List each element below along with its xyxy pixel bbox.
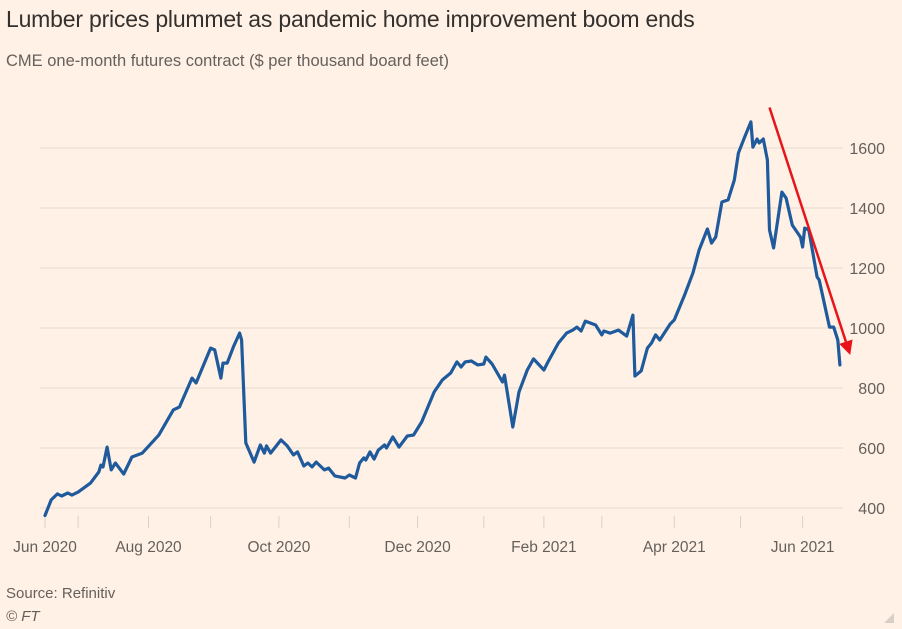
y-tick-label: 1000 xyxy=(849,321,885,338)
x-tick-label: Apr 2021 xyxy=(643,539,706,556)
y-tick-label: 600 xyxy=(858,441,885,458)
y-tick-label: 400 xyxy=(858,501,885,518)
x-tick-label: Feb 2021 xyxy=(511,539,577,556)
y-tick-label: 1400 xyxy=(849,201,885,218)
source-note: Source: Refinitiv xyxy=(6,585,116,602)
chart-title: Lumber prices plummet as pandemic home i… xyxy=(6,6,695,32)
trend-arrow-head xyxy=(839,339,853,355)
y-tick-label: 1600 xyxy=(849,141,885,158)
y-tick-label: 800 xyxy=(858,381,885,398)
trend-arrow-line xyxy=(768,107,848,343)
credit-note: © FT xyxy=(6,608,40,625)
x-tick-label: Aug 2020 xyxy=(115,539,182,556)
x-tick-label: Dec 2020 xyxy=(384,539,451,556)
series-line xyxy=(43,120,842,518)
y-tick-label: 1200 xyxy=(849,261,885,278)
x-tick-label: Jun 2021 xyxy=(771,539,835,556)
x-tick-label: Jun 2020 xyxy=(13,539,77,556)
x-tick-label: Oct 2020 xyxy=(247,539,310,556)
resize-handle-icon xyxy=(884,613,894,623)
chart-subtitle: CME one-month futures contract ($ per th… xyxy=(6,52,449,70)
